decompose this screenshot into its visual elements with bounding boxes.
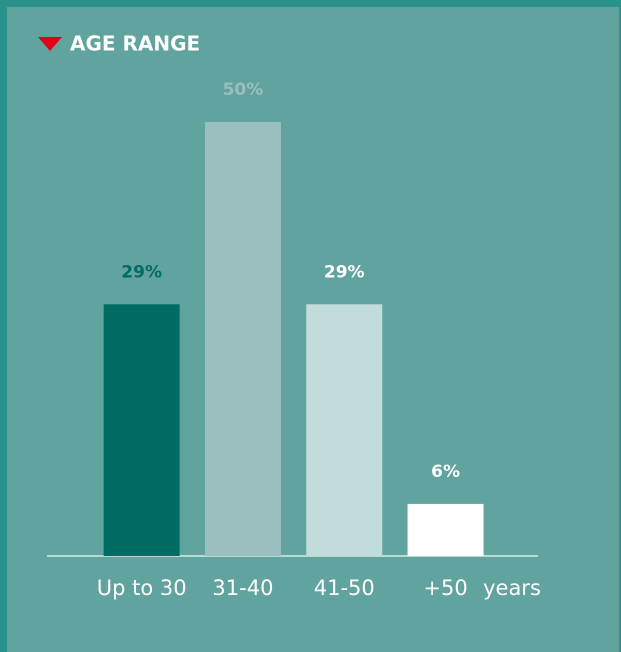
x-tick-label: 31-40 — [212, 576, 273, 600]
bar — [103, 304, 180, 556]
bar — [204, 122, 281, 556]
bar — [407, 503, 484, 556]
x-tick-label: +50 — [423, 576, 467, 600]
value-label: 6% — [431, 462, 460, 482]
chart-title: AGE RANGE — [70, 32, 200, 56]
x-tick-label: 41-50 — [314, 576, 375, 600]
bar — [306, 304, 383, 556]
x-tick-label: Up to 30 — [97, 576, 187, 600]
value-label: 29% — [324, 262, 365, 282]
value-label: 29% — [121, 262, 162, 282]
title-marker — [38, 37, 62, 51]
x-axis-unit: years — [483, 576, 541, 600]
value-label: 50% — [223, 80, 264, 100]
